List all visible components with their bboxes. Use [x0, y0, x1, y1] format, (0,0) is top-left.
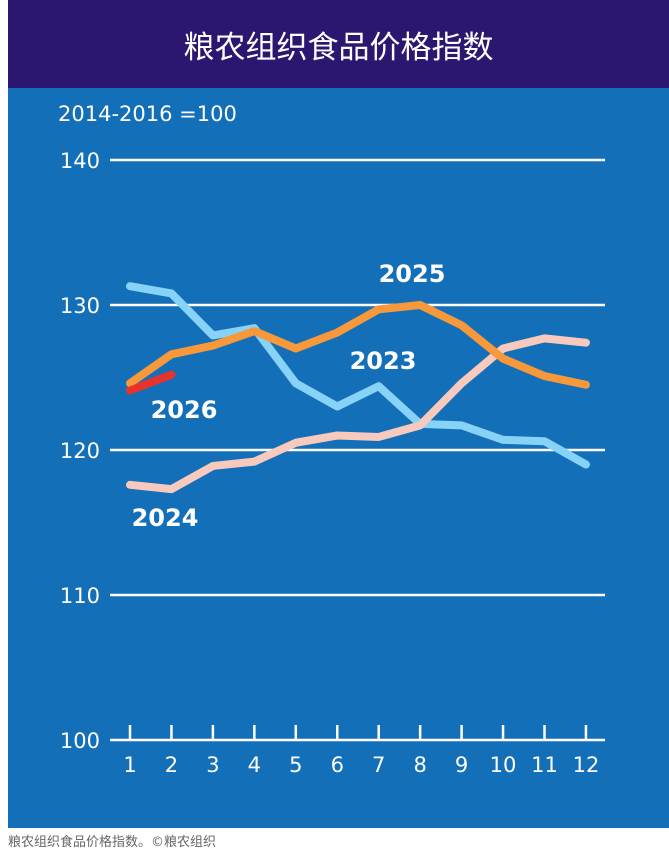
x-tick-label: 4: [248, 753, 261, 777]
x-tick-label: 12: [573, 753, 600, 777]
subtitle: 2014-2016 =100: [58, 102, 237, 126]
x-tick-label: 6: [331, 753, 344, 777]
x-tick-label: 1: [123, 753, 136, 777]
y-tick-label: 110: [60, 584, 100, 608]
series-line-2023: [126, 282, 590, 469]
x-tick-label: 5: [289, 753, 302, 777]
series-label-2023: 2023: [350, 347, 417, 375]
chart-panel: 粮农组织食品价格指数 2014-2016 =100 100 110 120 130 140…: [8, 0, 669, 828]
x-tick-label: 3: [206, 753, 219, 777]
caption: 粮农组织食品价格指数。©粮农组织: [8, 835, 217, 850]
chart-title: 粮农组织食品价格指数: [8, 0, 669, 88]
x-tick-label: 2: [165, 753, 178, 777]
series-label-2026: 2026: [151, 396, 218, 424]
x-tick-label: 7: [372, 753, 385, 777]
x-tick-label: 11: [531, 753, 558, 777]
y-tick-label: 120: [60, 439, 100, 463]
series-label-2024: 2024: [132, 504, 199, 532]
y-tick-label: 140: [60, 149, 100, 173]
x-tick-label: 10: [490, 753, 517, 777]
x-tick-label: 9: [455, 753, 468, 777]
series-line-2026: [126, 370, 176, 395]
series-line-2024: [126, 334, 590, 494]
x-tick-label: 8: [413, 753, 426, 777]
y-tick-label: 100: [60, 729, 100, 753]
series-line-2025: [126, 301, 590, 389]
series-label-2025: 2025: [379, 260, 446, 288]
y-tick-label: 130: [60, 294, 100, 318]
